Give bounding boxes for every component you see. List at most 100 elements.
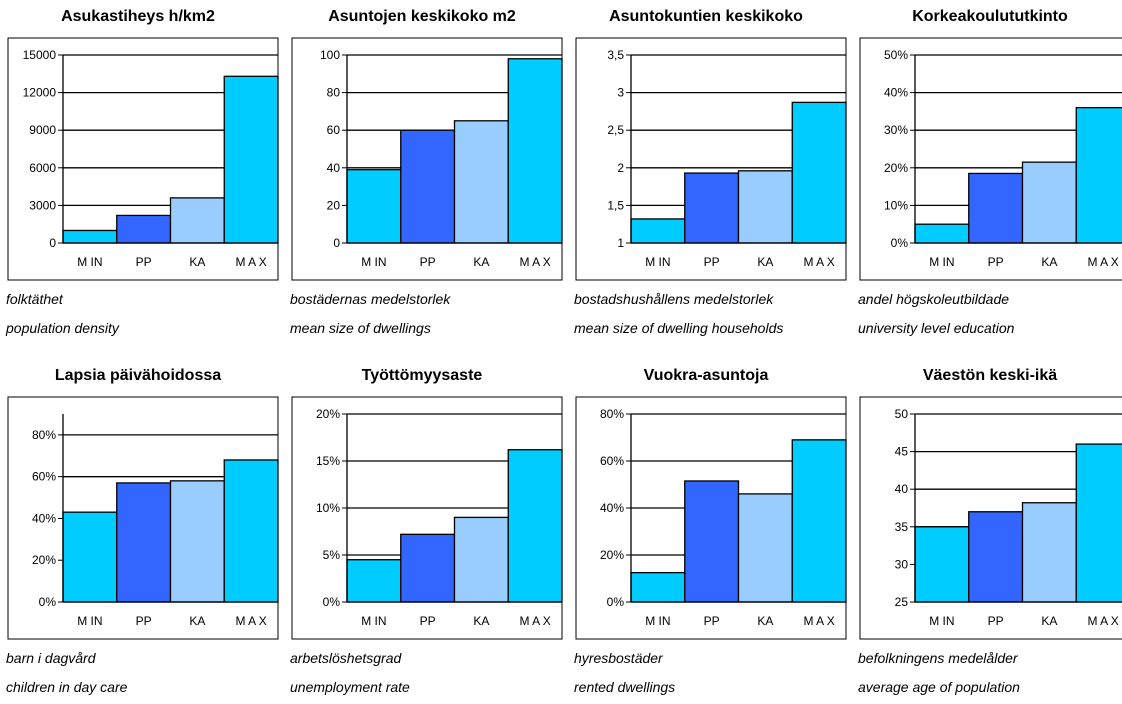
chart-title: Väestön keski-ikä (922, 367, 1058, 384)
x-tick-label: PP (988, 255, 1004, 269)
y-tick-label: 40 (895, 482, 909, 496)
y-tick-label: 2,5 (607, 123, 624, 137)
bar-pp (968, 172, 1024, 244)
bar-ka (737, 493, 793, 603)
bar-max (223, 459, 279, 603)
caption-english: rented dwellings (574, 679, 676, 695)
y-tick-label: 12000 (23, 86, 57, 100)
x-tick-label: M A X (235, 614, 266, 628)
bar-pp (968, 511, 1024, 603)
bar-max (1075, 443, 1122, 603)
chart-title: Vuokra-asuntoja (643, 367, 769, 384)
chart-panel-rented-dwellings: Vuokra-asuntoja 0% 20% 40% 60% 80% M IN PP KA M … (571, 359, 851, 704)
y-tick-label: 10% (316, 501, 340, 515)
bar-ka (169, 197, 225, 244)
y-tick-label: 60% (32, 470, 56, 484)
caption-swedish: barn i dagvård (6, 650, 96, 666)
caption-english: population density (6, 320, 119, 336)
y-tick-label: 30% (884, 123, 908, 137)
y-tick-label: 50 (895, 407, 909, 421)
bar-max (507, 58, 563, 244)
y-tick-label: 2 (617, 161, 624, 175)
x-tick-label: KA (1041, 255, 1057, 269)
x-tick-label: M IN (361, 614, 386, 628)
x-tick-label: M A X (1087, 614, 1118, 628)
caption-english: mean size of dwellings (290, 320, 431, 336)
x-tick-label: M IN (645, 255, 670, 269)
x-tick-label: PP (420, 614, 436, 628)
caption-swedish: bostädernas medelstorlek (290, 291, 451, 307)
chart-panel-household-size: Asuntokuntien keskikoko 1 1,5 2 2,5 3 3,5 M IN… (571, 0, 851, 345)
chart-title: Asukastiheys h/km2 (61, 8, 215, 25)
bar-min (630, 571, 686, 603)
caption-english: children in day care (6, 679, 128, 695)
x-tick-label: PP (136, 255, 152, 269)
bar-pp (400, 129, 456, 244)
y-tick-label: 50% (884, 48, 908, 62)
bar-min (914, 223, 970, 244)
x-tick-label: KA (473, 255, 489, 269)
x-tick-label: KA (473, 614, 489, 628)
chart-svg: 0% 10% 20% 30% 40% 50% M IN PP KA M A X (859, 37, 1122, 281)
y-tick-label: 0% (323, 595, 341, 609)
caption-swedish: befolkningens medelålder (858, 650, 1018, 666)
x-tick-label: M IN (929, 255, 954, 269)
x-tick-label: M IN (929, 614, 954, 628)
chart-title: Lapsia päivähoidossa (54, 367, 222, 384)
chart-svg: 0% 5% 10% 15% 20% M IN PP KA M A X (291, 396, 563, 640)
x-tick-label: PP (704, 614, 720, 628)
x-tick-label: M IN (645, 614, 670, 628)
bar-ka (169, 480, 225, 603)
bar-pp (116, 482, 172, 603)
y-tick-label: 0% (607, 595, 625, 609)
y-tick-label: 20% (32, 553, 56, 567)
y-tick-label: 0% (39, 595, 57, 609)
chart-svg: 0% 20% 40% 60% 80% M IN PP KA M A X (7, 396, 279, 640)
y-tick-label: 0 (49, 236, 56, 250)
bar-max (791, 439, 847, 603)
y-tick-label: 60 (327, 123, 341, 137)
y-tick-label: 3 (617, 86, 624, 100)
y-tick-label: 35 (895, 520, 909, 534)
bar-min (346, 559, 402, 603)
chart-svg: 25 30 35 40 45 50 M IN PP KA M A X (859, 396, 1122, 640)
bar-max (1075, 106, 1122, 244)
y-tick-label: 40% (884, 86, 908, 100)
x-tick-label: KA (1041, 614, 1057, 628)
chart-panel-university-education: Korkeakoulututkinto 0% 10% 20% 30% 40% 50% M I… (855, 0, 1122, 345)
bar-min (914, 526, 970, 603)
chart-title: Asuntokuntien keskikoko (609, 8, 803, 25)
x-tick-label: M IN (77, 255, 102, 269)
y-tick-label: 80 (327, 86, 341, 100)
bar-min (62, 229, 118, 244)
y-tick-label: 6000 (29, 161, 56, 175)
bar-ka (453, 516, 509, 603)
caption-english: unemployment rate (290, 679, 410, 695)
x-tick-label: KA (189, 255, 205, 269)
bar-max (791, 101, 847, 244)
chart-panel-population-density: Asukastiheys h/km2 0 3000 6000 9000 12000 150… (3, 0, 283, 345)
x-tick-label: PP (136, 614, 152, 628)
chart-title: Työttömyysaste (361, 367, 483, 384)
y-tick-label: 20% (316, 407, 340, 421)
y-tick-label: 40 (327, 161, 341, 175)
chart-title: Korkeakoulututkinto (912, 8, 1068, 25)
x-tick-label: M IN (361, 255, 386, 269)
chart-title: Asuntojen keskikoko m2 (328, 8, 516, 25)
chart-panel-unemployment: Työttömyysaste 0% 5% 10% 15% 20% M IN PP KA M A … (287, 359, 567, 704)
caption-english: university level education (858, 320, 1015, 336)
y-tick-label: 60% (600, 454, 624, 468)
y-tick-label: 45 (895, 445, 909, 459)
x-tick-label: PP (420, 255, 436, 269)
y-tick-label: 10% (884, 198, 908, 212)
bar-min (62, 511, 118, 603)
x-tick-label: M A X (235, 255, 266, 269)
chart-svg: 0 20 40 60 80 100 M IN PP KA M A X (291, 37, 563, 281)
y-tick-label: 3,5 (607, 48, 624, 62)
y-tick-label: 30 (895, 557, 909, 571)
y-tick-label: 3000 (29, 198, 56, 212)
y-tick-label: 80% (600, 407, 624, 421)
y-tick-label: 80% (32, 428, 56, 442)
y-tick-label: 0% (891, 236, 909, 250)
x-tick-label: M IN (77, 614, 102, 628)
